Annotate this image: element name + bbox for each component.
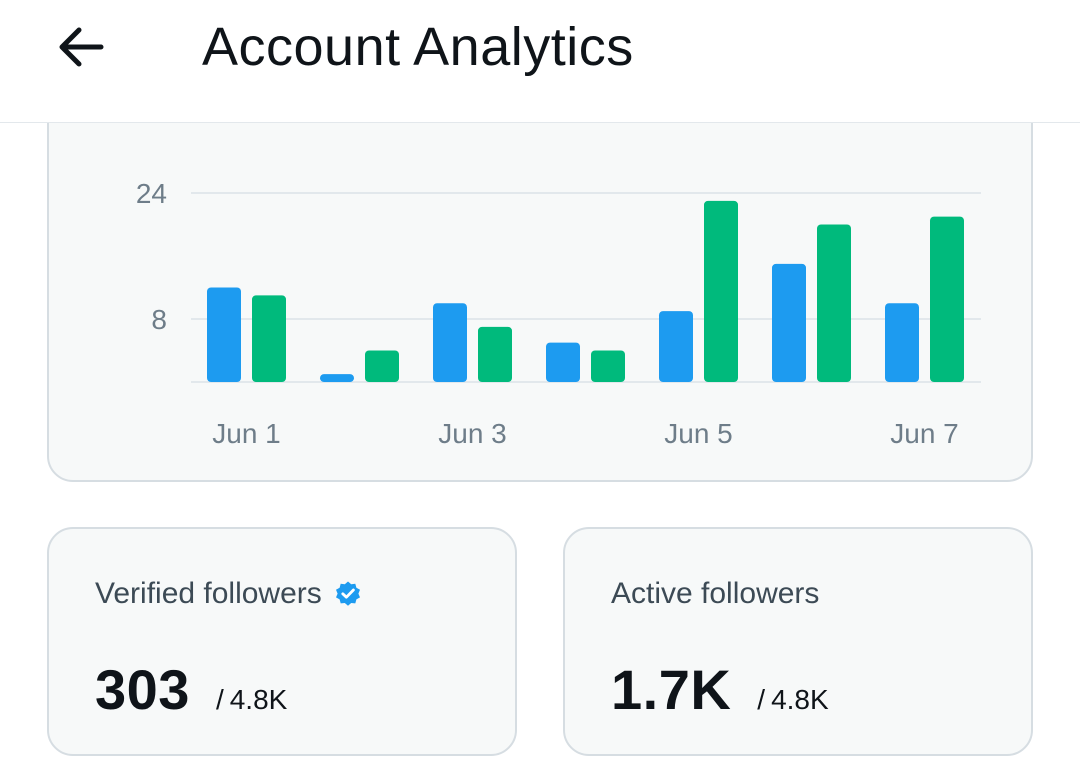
bar xyxy=(433,303,467,382)
verified-followers-total: 4.8K xyxy=(229,684,288,715)
bar xyxy=(478,326,512,382)
active-followers-card[interactable]: Active followers 1.7K / 4.8K xyxy=(563,527,1033,756)
bar xyxy=(252,295,286,382)
bar xyxy=(320,374,354,382)
verified-label-row: Verified followers xyxy=(95,577,362,611)
verified-value-row: 303 / 4.8K xyxy=(95,657,287,722)
x-tick-label: Jun 1 xyxy=(212,418,281,449)
active-followers-label: Active followers xyxy=(611,577,820,610)
bar xyxy=(546,342,580,382)
active-slash: / xyxy=(757,684,766,715)
bar xyxy=(930,216,964,382)
bar xyxy=(365,350,399,382)
top-bar: Account Analytics xyxy=(0,0,1080,123)
bar xyxy=(207,287,241,382)
active-value-row: 1.7K / 4.8K xyxy=(611,657,829,722)
verified-slash: / xyxy=(215,684,224,715)
bar-chart: 8 24 Jun 1 Jun 3 Jun 5 Jun 7 xyxy=(136,178,981,449)
page-title: Account Analytics xyxy=(202,17,634,77)
x-tick-label: Jun 7 xyxy=(890,418,959,449)
bar xyxy=(772,263,806,382)
bar xyxy=(885,303,919,382)
back-button[interactable] xyxy=(50,22,110,72)
active-label-row: Active followers xyxy=(611,577,819,611)
y-tick-label: 8 xyxy=(151,304,167,335)
bar xyxy=(659,311,693,382)
active-followers-value: 1.7K xyxy=(611,658,732,721)
bar xyxy=(591,350,625,382)
verified-followers-value: 303 xyxy=(95,658,190,721)
y-tick-label: 24 xyxy=(136,178,167,209)
x-tick-label: Jun 5 xyxy=(664,418,733,449)
verified-badge-icon xyxy=(334,580,362,608)
verified-followers-label: Verified followers xyxy=(95,577,322,610)
x-tick-label: Jun 3 xyxy=(438,418,507,449)
bar xyxy=(817,224,851,382)
verified-followers-card[interactable]: Verified followers 303 / 4.8K xyxy=(47,527,517,756)
active-followers-total: 4.8K xyxy=(771,684,829,715)
arrow-left-icon xyxy=(59,27,104,67)
bar xyxy=(704,200,738,382)
chart-card: 8 24 Jun 1 Jun 3 Jun 5 Jun 7 xyxy=(47,60,1033,482)
